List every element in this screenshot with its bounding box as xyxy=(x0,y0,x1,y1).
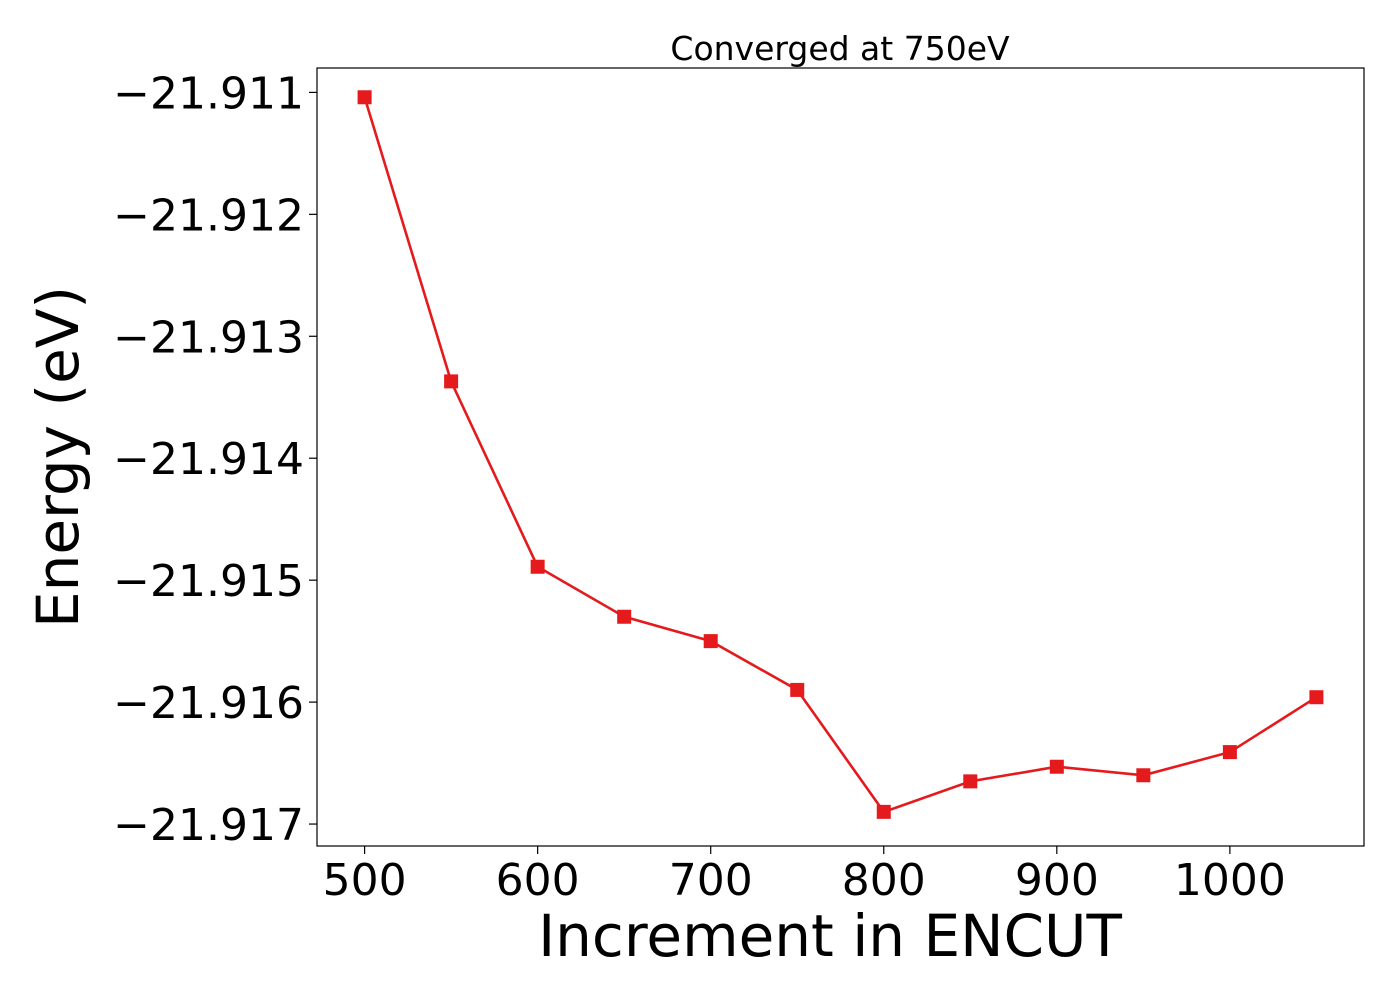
series-layer xyxy=(357,90,1324,819)
plot-frame xyxy=(316,67,1365,847)
x-tick-label: 800 xyxy=(842,855,926,906)
data-point-marker xyxy=(357,90,372,105)
x-tick-label: 500 xyxy=(323,855,407,906)
x-tick-label: 600 xyxy=(496,855,580,906)
y-tick-label: −21.916 xyxy=(113,678,304,729)
y-axis-title: Energy (eV) xyxy=(24,286,92,628)
data-point-marker xyxy=(530,559,545,574)
x-axis-title: Increment in ENCUT xyxy=(538,902,1122,970)
data-point-marker xyxy=(1049,759,1064,774)
x-axis: 500 600 700 800 900 1000 xyxy=(323,846,1286,906)
y-tick-label: −21.911 xyxy=(113,68,304,119)
y-tick-label: −21.912 xyxy=(113,190,304,241)
data-point-marker xyxy=(617,609,632,624)
data-point-marker xyxy=(1309,690,1324,705)
y-axis: −21.911 −21.912 −21.913 −21.914 −21.915 −21.9… xyxy=(113,68,317,851)
y-tick-label: −21.913 xyxy=(113,312,304,363)
x-tick-label: 900 xyxy=(1015,855,1099,906)
data-point-marker xyxy=(703,634,718,649)
data-point-marker xyxy=(790,682,805,697)
data-point-marker xyxy=(963,774,978,789)
y-tick-label: −21.914 xyxy=(113,434,304,485)
series-line xyxy=(363,96,1318,814)
y-tick-label: −21.917 xyxy=(113,800,304,851)
data-point-marker xyxy=(1136,768,1151,783)
x-tick-label: 1000 xyxy=(1174,855,1286,906)
chart-title: Converged at 750eV xyxy=(670,29,1010,68)
y-tick-label: −21.915 xyxy=(113,556,304,607)
data-point-marker xyxy=(1222,745,1237,760)
x-tick-label: 700 xyxy=(669,855,753,906)
data-point-marker xyxy=(876,804,891,819)
data-point-marker xyxy=(444,374,459,389)
